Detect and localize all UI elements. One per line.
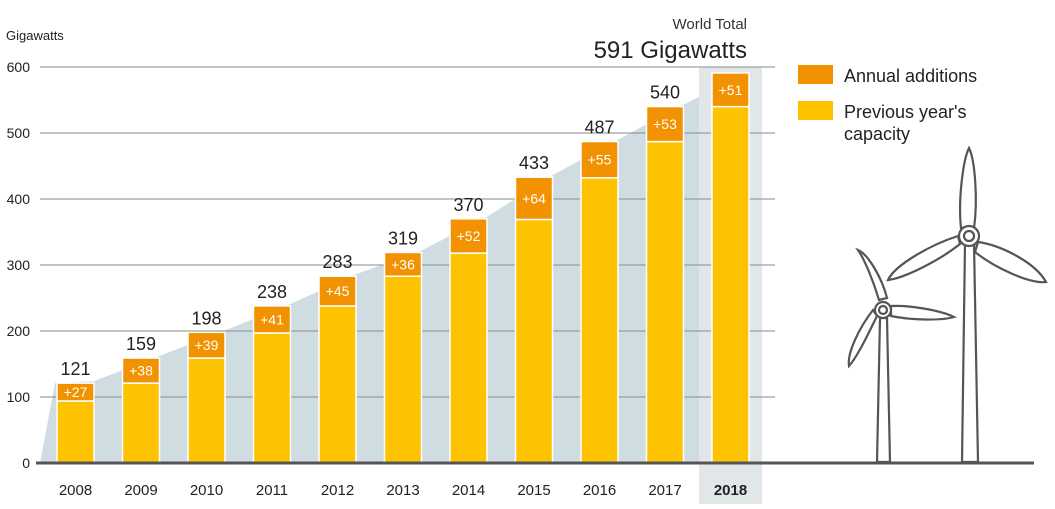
bar-previous-2009 — [121, 382, 161, 464]
x-tick-label-2017: 2017 — [648, 482, 681, 499]
bar-previous-2015 — [514, 218, 554, 464]
wind-turbine-large-icon — [886, 145, 1048, 464]
bar-addition-2013 — [383, 251, 423, 277]
y-tick-label: 200 — [7, 323, 31, 339]
total-label-2010: 198 — [191, 308, 221, 328]
total-label-2017: 540 — [650, 83, 680, 103]
x-axis: 2008 2009 2010 2011 2012 2013 2014 2015 2016 2017… — [59, 482, 747, 499]
total-label-2011: 238 — [257, 282, 287, 302]
bar-addition-2011 — [252, 305, 292, 334]
bar-addition-2009 — [121, 357, 161, 384]
addition-label-2014: +52 — [457, 228, 481, 244]
wind-turbine-small-icon — [847, 247, 958, 464]
bar-previous-2016 — [580, 177, 619, 464]
total-label-2008: 121 — [60, 359, 90, 379]
total-label-2012: 283 — [322, 252, 352, 272]
world-total-value: 591 Gigawatts — [594, 37, 747, 64]
addition-label-2015: +64 — [522, 190, 546, 206]
y-tick-label: 100 — [7, 389, 31, 405]
legend-swatch-previous-capacity — [798, 101, 833, 120]
addition-label-2017: +53 — [653, 116, 677, 132]
y-axis-unit-label: Gigawatts — [6, 28, 64, 43]
bar-addition-2018 — [711, 72, 750, 108]
bar-addition-2012 — [318, 275, 357, 307]
y-tick-label: 0 — [22, 455, 30, 471]
addition-label-2011: +41 — [260, 311, 284, 327]
addition-label-2013: +36 — [391, 256, 415, 272]
x-tick-label-2008: 2008 — [59, 482, 92, 499]
bar-addition-2014 — [449, 218, 488, 254]
y-tick-label: 400 — [7, 191, 31, 207]
x-tick-label-2010: 2010 — [190, 482, 223, 499]
legend-label-previous-capacity-line2: capacity — [844, 124, 910, 144]
addition-label-2018: +51 — [719, 82, 743, 98]
x-tick-label-2016: 2016 — [583, 482, 616, 499]
x-tick-label-2018: 2018 — [714, 482, 747, 499]
y-tick-label: 500 — [7, 125, 31, 141]
bar-addition-2015 — [514, 176, 554, 221]
bar-previous-2012 — [318, 305, 357, 464]
legend: Annual additions Previous year's capacit… — [798, 65, 977, 144]
y-axis: 0 100 200 300 400 500 600 — [7, 59, 31, 471]
bar-previous-2013 — [383, 275, 423, 464]
bar-previous-2014 — [449, 252, 488, 464]
bar-addition-2016 — [580, 140, 619, 179]
total-label-2014: 370 — [453, 195, 483, 215]
addition-label-2009: +38 — [129, 363, 153, 379]
bar-labels: +27 121 +38 159 +39 198 +41 238 +45 283 +36 319 +52 3… — [60, 82, 742, 400]
total-label-2013: 319 — [388, 228, 418, 248]
addition-label-2008: +27 — [64, 384, 88, 400]
addition-label-2012: +45 — [326, 283, 350, 299]
y-tick-label: 300 — [7, 257, 31, 273]
bar-previous-2010 — [187, 357, 226, 464]
y-tick-label: 600 — [7, 59, 31, 75]
bar-addition-2010 — [187, 331, 226, 359]
x-tick-label-2009: 2009 — [124, 482, 157, 499]
legend-label-annual-additions: Annual additions — [844, 66, 977, 86]
bar-addition-2008 — [56, 382, 95, 402]
x-tick-label-2011: 2011 — [256, 482, 288, 499]
x-tick-label-2015: 2015 — [517, 482, 550, 499]
x-tick-label-2013: 2013 — [386, 482, 419, 499]
bar-addition-2017 — [645, 105, 685, 143]
total-label-2009: 159 — [126, 334, 156, 354]
bar-previous-2018 — [711, 105, 750, 464]
bar-previous-2011 — [252, 332, 292, 464]
addition-label-2010: +39 — [195, 337, 219, 353]
total-label-2015: 433 — [519, 153, 549, 173]
bar-previous-2017 — [645, 140, 685, 464]
legend-label-previous-capacity-line1: Previous year's — [844, 102, 966, 122]
world-total-caption: World Total — [673, 16, 747, 33]
bar-previous-2008 — [56, 400, 95, 464]
total-label-2016: 487 — [584, 118, 614, 138]
addition-label-2016: +55 — [588, 152, 612, 168]
x-tick-label-2014: 2014 — [452, 482, 485, 499]
legend-swatch-annual-additions — [798, 65, 833, 84]
x-tick-label-2012: 2012 — [321, 482, 354, 499]
bars — [56, 72, 750, 464]
